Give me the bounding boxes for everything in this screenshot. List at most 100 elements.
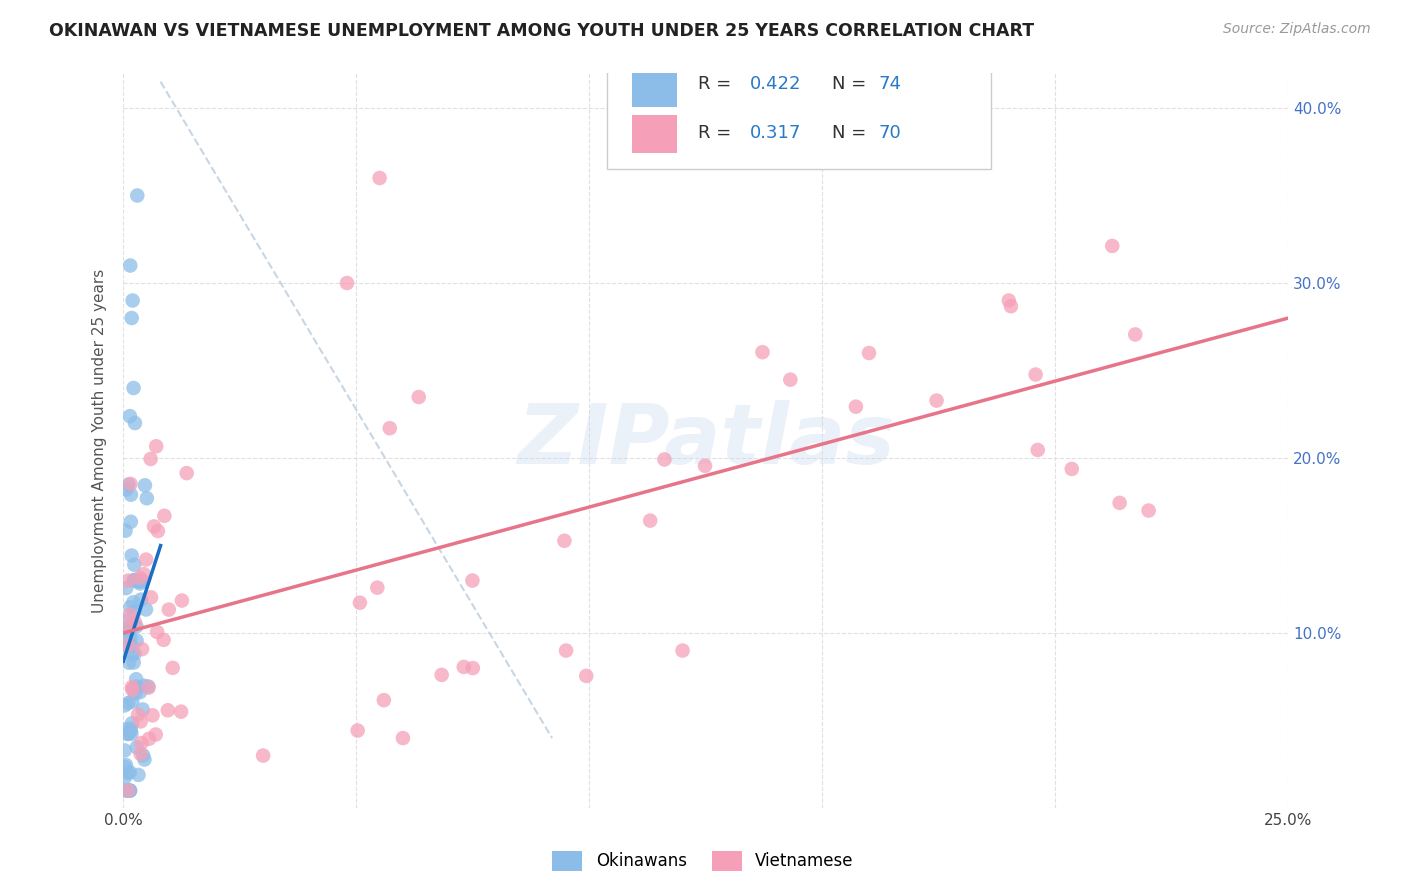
Point — [124, 615, 146, 630]
Point — [408, 390, 430, 404]
Point — [120, 259, 142, 273]
Point — [115, 483, 138, 497]
Point — [120, 488, 142, 502]
Point — [693, 458, 716, 473]
Point — [122, 381, 145, 395]
Point — [120, 607, 142, 622]
Point — [145, 439, 167, 453]
Point — [121, 549, 143, 563]
Point — [373, 693, 395, 707]
Point — [336, 276, 359, 290]
Point — [121, 647, 143, 661]
Point — [125, 633, 148, 648]
Point — [671, 643, 693, 657]
Point — [1025, 368, 1047, 382]
Point — [129, 747, 152, 761]
Point — [553, 533, 575, 548]
Point — [127, 707, 149, 722]
Point — [125, 672, 148, 686]
Point — [176, 466, 198, 480]
Point — [138, 731, 160, 746]
Point — [654, 452, 676, 467]
Point — [858, 346, 880, 360]
Point — [1108, 496, 1130, 510]
Text: R =: R = — [697, 75, 737, 93]
Point — [845, 400, 868, 414]
Point — [118, 409, 141, 424]
Point — [120, 639, 142, 653]
Point — [128, 574, 150, 589]
Point — [117, 783, 139, 797]
Point — [997, 293, 1019, 308]
Point — [125, 619, 148, 633]
FancyBboxPatch shape — [607, 54, 991, 169]
Point — [132, 574, 155, 588]
Point — [1137, 503, 1160, 517]
Point — [122, 573, 145, 587]
Point — [252, 748, 274, 763]
Point — [114, 614, 136, 628]
Point — [129, 714, 152, 729]
Point — [157, 602, 180, 616]
Point — [1026, 442, 1049, 457]
Point — [118, 783, 141, 797]
Point — [121, 680, 143, 694]
FancyBboxPatch shape — [633, 69, 676, 107]
Point — [120, 476, 142, 491]
Point — [378, 421, 401, 435]
Point — [170, 593, 193, 607]
Point — [156, 703, 179, 717]
Point — [124, 647, 146, 661]
Text: 0.317: 0.317 — [751, 124, 801, 143]
Text: R =: R = — [697, 124, 737, 143]
Point — [135, 602, 157, 616]
Text: 0.422: 0.422 — [751, 75, 801, 93]
Point — [135, 552, 157, 566]
Point — [117, 622, 139, 636]
Point — [117, 783, 139, 797]
Point — [779, 373, 801, 387]
Point — [124, 605, 146, 619]
Point — [122, 595, 145, 609]
Point — [453, 660, 475, 674]
Point — [118, 783, 141, 797]
Point — [134, 478, 156, 492]
Point — [392, 731, 415, 745]
Point — [128, 768, 150, 782]
Text: N =: N = — [832, 124, 872, 143]
Point — [139, 452, 162, 467]
Text: N =: N = — [832, 75, 872, 93]
Point — [117, 766, 139, 780]
Point — [120, 727, 142, 741]
Point — [114, 743, 136, 757]
Point — [117, 574, 139, 588]
Point — [430, 668, 453, 682]
Point — [114, 723, 136, 737]
Point — [120, 632, 142, 646]
Point — [751, 345, 773, 359]
Point — [925, 393, 948, 408]
Point — [349, 596, 371, 610]
Point — [120, 722, 142, 736]
Point — [139, 591, 162, 605]
Point — [575, 669, 598, 683]
Point — [118, 765, 141, 780]
Point — [346, 723, 368, 738]
Point — [162, 661, 184, 675]
Point — [461, 661, 484, 675]
Point — [129, 592, 152, 607]
Point — [132, 567, 155, 582]
Point — [127, 188, 149, 202]
Point — [129, 685, 152, 699]
Point — [131, 642, 153, 657]
Point — [134, 753, 156, 767]
Point — [153, 508, 176, 523]
Point — [366, 581, 388, 595]
Point — [124, 573, 146, 587]
Point — [114, 783, 136, 797]
Point — [122, 681, 145, 696]
Point — [131, 702, 153, 716]
Point — [115, 640, 138, 654]
Point — [1000, 299, 1022, 313]
FancyBboxPatch shape — [633, 115, 676, 153]
